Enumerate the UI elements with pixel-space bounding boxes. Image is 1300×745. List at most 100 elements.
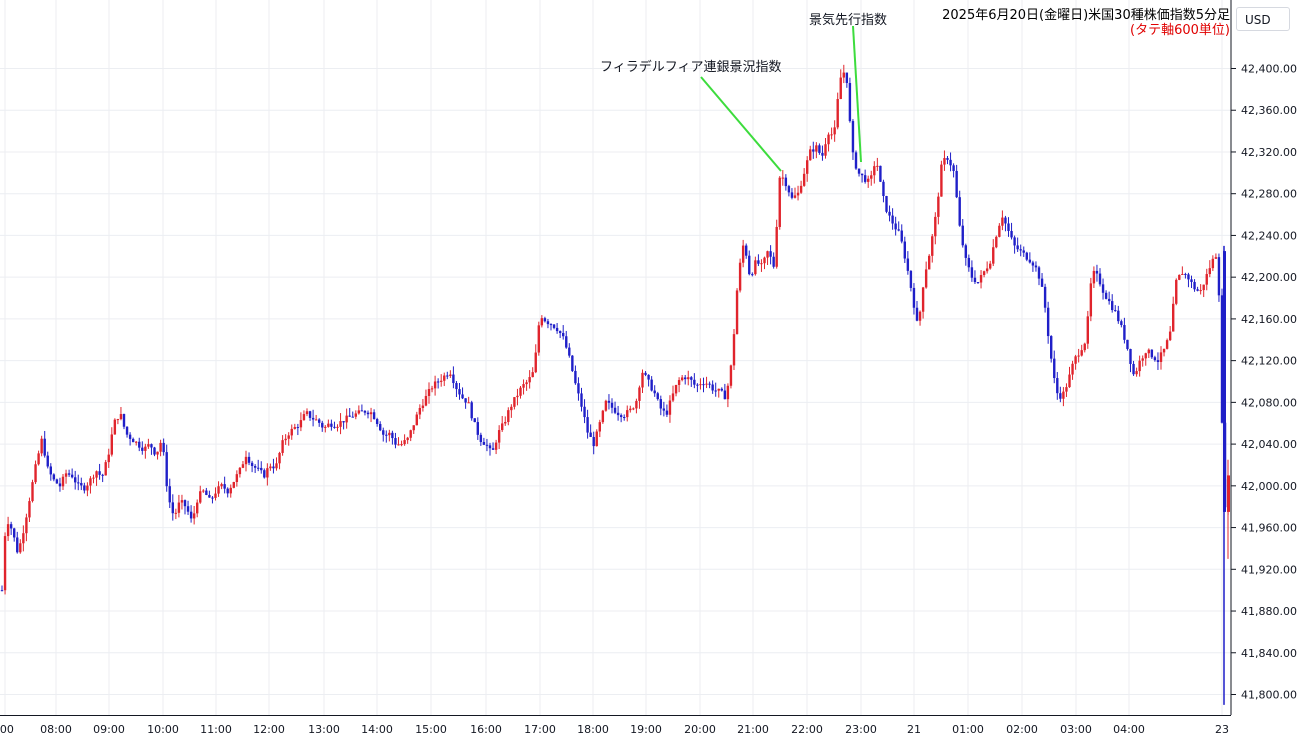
candle-body xyxy=(668,400,672,415)
candle-body xyxy=(409,430,412,438)
x-tick-label: 09:00 xyxy=(93,723,125,736)
candle-body xyxy=(790,192,794,198)
candle-body xyxy=(220,484,223,487)
candle-body xyxy=(516,395,519,398)
candle-body xyxy=(305,411,309,415)
candle-body xyxy=(400,444,403,446)
y-tick-label: 41,800.00 xyxy=(1241,689,1297,702)
candle-body xyxy=(49,466,52,475)
candle-body xyxy=(964,245,967,258)
candle-body xyxy=(1196,289,1199,291)
candle-body xyxy=(144,446,147,451)
candle-body xyxy=(644,372,647,375)
candle-body xyxy=(1175,279,1178,304)
x-tick-label: 08:00 xyxy=(40,723,72,736)
candle-body xyxy=(92,477,95,479)
candle-body xyxy=(211,497,214,499)
grid xyxy=(0,0,1231,715)
candle-body xyxy=(1193,281,1196,290)
candle-body xyxy=(680,377,684,381)
candle-body xyxy=(799,185,803,193)
candle-body xyxy=(888,211,891,216)
candle-body xyxy=(150,444,153,448)
candle-body xyxy=(830,134,833,136)
candle-body xyxy=(900,230,903,242)
candle-body xyxy=(138,441,141,448)
annotation-line-leading-index xyxy=(852,25,862,163)
candle-body xyxy=(1123,325,1126,340)
candle-body xyxy=(970,267,974,278)
candle-body xyxy=(952,165,955,171)
candle-body xyxy=(345,415,348,423)
candle-body xyxy=(446,375,449,377)
candle-body xyxy=(64,473,68,477)
candle-body xyxy=(1211,258,1215,269)
candle-body xyxy=(113,419,117,435)
candle-body xyxy=(382,430,385,435)
candle-body xyxy=(1031,262,1035,266)
candle-body xyxy=(1178,274,1181,280)
candle-body xyxy=(860,173,864,176)
candle-body xyxy=(61,476,65,487)
candle-body xyxy=(754,260,757,275)
candle-body xyxy=(89,478,92,486)
candle-body xyxy=(507,410,510,423)
candle-body xyxy=(0,590,4,592)
candle-body xyxy=(357,410,361,414)
candle-body xyxy=(882,181,885,197)
candle-body xyxy=(147,444,150,447)
candle-body xyxy=(467,402,470,404)
candle-body xyxy=(421,405,425,408)
candle-body xyxy=(812,149,815,152)
candle-body xyxy=(1223,251,1226,512)
candle-body xyxy=(711,384,714,391)
candle-body xyxy=(1153,357,1157,361)
candle-body xyxy=(299,420,303,428)
candle-body xyxy=(562,333,565,337)
candle-body xyxy=(327,423,330,427)
candle-body xyxy=(1147,349,1150,354)
candle-body xyxy=(726,385,730,400)
candle-body xyxy=(729,365,733,386)
candle-body xyxy=(1059,393,1062,399)
candle-body xyxy=(1190,279,1193,282)
annotation-philly-fed: フィラデルフィア連銀景況指数 xyxy=(600,60,782,75)
candle-body xyxy=(918,311,922,321)
candle-body xyxy=(906,258,910,271)
candle-body xyxy=(1144,353,1147,359)
currency-selector[interactable]: USD xyxy=(1236,7,1290,31)
candle-body xyxy=(101,474,104,476)
x-tick-label: 01:00 xyxy=(952,723,984,736)
candle-body xyxy=(1077,355,1080,357)
candle-body xyxy=(232,482,235,488)
candle-body xyxy=(43,438,46,456)
candle-body xyxy=(1156,360,1160,362)
candle-body xyxy=(1126,339,1129,349)
candle-body xyxy=(1101,284,1105,293)
candle-body xyxy=(174,512,178,514)
candle-body xyxy=(266,468,269,478)
candle-body xyxy=(848,82,852,122)
candle-body xyxy=(1040,278,1044,287)
candle-body xyxy=(1001,217,1004,226)
y-tick-label: 41,920.00 xyxy=(1241,563,1297,576)
candle-body xyxy=(278,452,281,464)
candle-body xyxy=(403,440,406,445)
candle-body xyxy=(314,419,318,421)
candle-body xyxy=(574,370,577,384)
candle-body xyxy=(1208,268,1211,275)
candle-body xyxy=(1129,348,1132,364)
candle-body xyxy=(1220,295,1224,423)
candle-body xyxy=(577,383,580,394)
candle-body xyxy=(1007,223,1010,231)
candle-body xyxy=(388,432,391,436)
candle-body xyxy=(623,417,626,419)
candle-body xyxy=(934,216,937,237)
candle-body xyxy=(580,393,583,407)
candle-body xyxy=(1172,303,1175,332)
candle-body xyxy=(775,226,778,267)
x-tick-label: 16:00 xyxy=(470,723,502,736)
candle-body xyxy=(1004,217,1007,224)
candle-body xyxy=(873,166,876,176)
candle-body xyxy=(86,485,89,491)
